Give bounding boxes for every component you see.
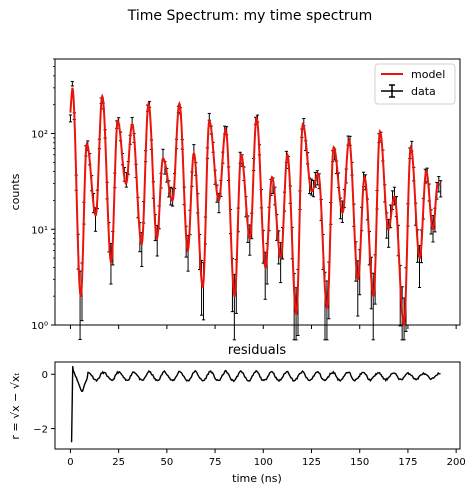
residuals-title: residuals xyxy=(228,343,287,358)
figure-title: Time Spectrum: my time spectrum xyxy=(127,8,372,24)
data-point xyxy=(439,180,443,198)
data-point xyxy=(70,80,74,87)
legend-data-label: data xyxy=(411,85,436,98)
x-tick-label: 125 xyxy=(302,457,321,468)
legend-model-label: model xyxy=(411,68,445,81)
model-series xyxy=(69,87,442,327)
data-point xyxy=(68,114,73,123)
x-tick-label: 50 xyxy=(160,457,173,468)
x-tick-label: 100 xyxy=(254,457,273,468)
residuals-x-axis: 0 25 50 75 100 125 150 175 200 xyxy=(67,449,466,468)
x-tick-label: 150 xyxy=(350,457,369,468)
x-tick-label: 0 xyxy=(67,457,73,468)
y-tick-label: −2 xyxy=(33,425,48,436)
top-ylabel: counts xyxy=(9,173,22,210)
data-point xyxy=(315,170,319,186)
x-tick-label: 25 xyxy=(112,457,125,468)
y-tick-label: 10¹ xyxy=(31,225,48,236)
residuals-series xyxy=(70,365,441,443)
y-tick-label: 0 xyxy=(42,370,48,381)
y-tick-label: 10⁰ xyxy=(31,321,48,332)
residuals-line xyxy=(70,365,441,443)
data-point xyxy=(309,178,314,196)
x-tick-label: 175 xyxy=(398,457,417,468)
residuals-xlabel: time (ns) xyxy=(232,472,282,485)
legend: model data xyxy=(374,63,456,105)
model-line xyxy=(69,87,442,327)
top-plot: 10⁰ 10¹ 10² counts model data xyxy=(9,58,461,341)
residuals-y-axis: 0 −2 xyxy=(33,370,55,436)
x-tick-label: 75 xyxy=(209,457,222,468)
legend-data-swatch xyxy=(381,84,403,98)
top-x-axis xyxy=(69,325,457,329)
x-tick-label: 200 xyxy=(447,457,466,468)
residuals-plot: residuals 0 −2 0 25 50 75 100 125 150 175 200 r =… xyxy=(9,343,466,485)
residuals-ylabel: r = √x − √xₜ xyxy=(9,372,22,439)
top-y-axis: 10⁰ 10¹ 10² xyxy=(31,58,55,332)
y-tick-label: 10² xyxy=(31,130,48,141)
